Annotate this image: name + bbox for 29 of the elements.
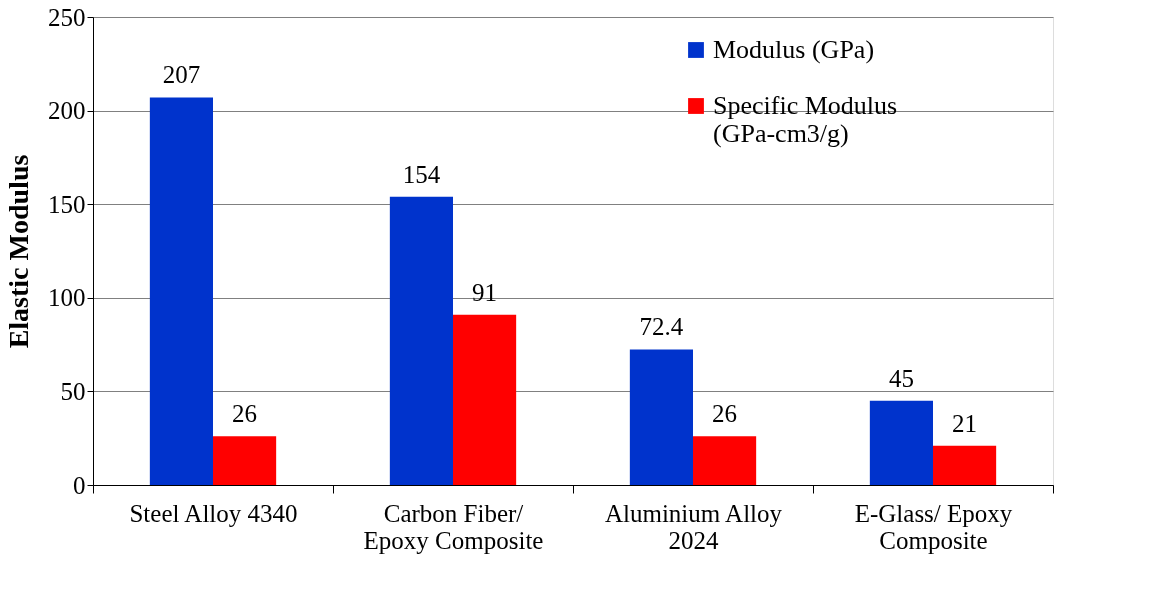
legend-label: Modulus (GPa) [713, 35, 875, 64]
data-label: 21 [952, 409, 978, 437]
x-tick-label: Carbon Fiber/ Epoxy Composite [363, 499, 544, 554]
data-label: 91 [472, 278, 498, 306]
bar [629, 349, 693, 485]
bar [453, 314, 517, 485]
data-label: 26 [712, 400, 738, 428]
data-label: 207 [162, 61, 201, 89]
data-label: 72.4 [639, 313, 684, 341]
bar [693, 436, 757, 485]
y-tick-label: 50 [60, 377, 86, 405]
y-tick-label: 250 [48, 3, 86, 31]
y-tick-label: 0 [73, 471, 86, 499]
legend-label: Specific Modulus (GPa-cm3/g) [713, 91, 898, 148]
y-tick-label: 200 [48, 97, 86, 125]
bar [933, 445, 997, 485]
bar [869, 400, 933, 485]
bar [213, 436, 277, 485]
data-label: 26 [232, 400, 258, 428]
y-tick-label: 150 [48, 190, 86, 218]
bar [389, 196, 453, 485]
x-tick-label: Aluminium Alloy 2024 [604, 499, 783, 554]
data-label: 154 [402, 160, 441, 188]
bar [149, 97, 213, 485]
data-label: 45 [888, 364, 914, 392]
y-tick-label: 100 [48, 284, 86, 312]
x-tick-label: E-Glass/ Epoxy Composite [854, 499, 1013, 554]
y-axis-title: Elastic Modulus [3, 154, 34, 349]
x-tick-label: Steel Alloy 4340 [129, 499, 298, 527]
